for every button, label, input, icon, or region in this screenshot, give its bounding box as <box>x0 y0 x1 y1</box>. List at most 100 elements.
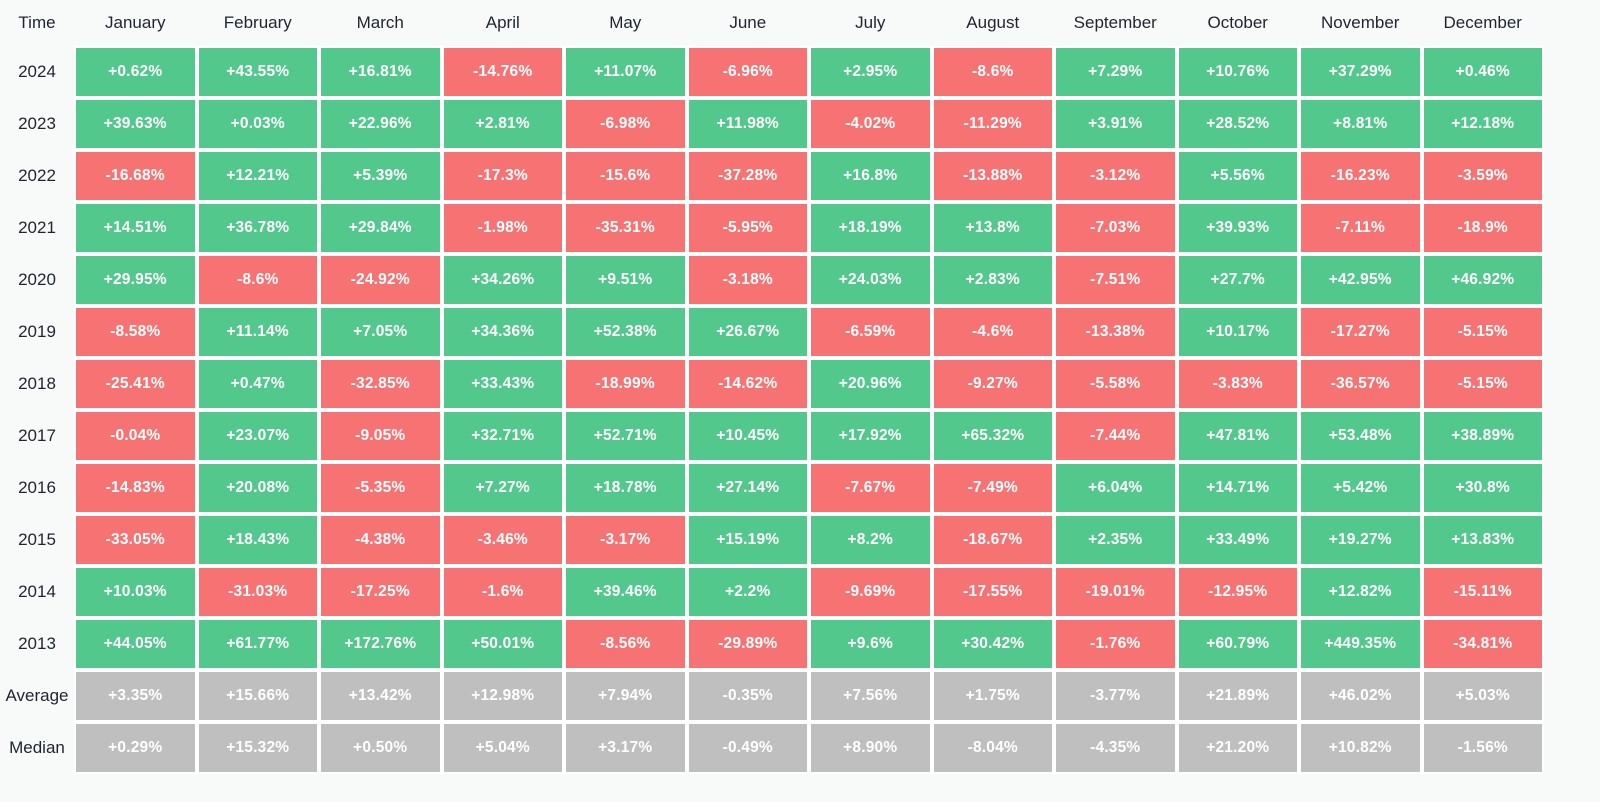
return-cell-2016-may: +18.78% <box>564 462 687 514</box>
month-header-november: November <box>1321 13 1400 32</box>
return-cell-2018-november: -36.57% <box>1299 358 1422 410</box>
return-cell-2024-january: +0.62% <box>74 46 197 98</box>
return-cell-2024-march: +16.81% <box>319 46 442 98</box>
month-header-march: March <box>356 13 404 32</box>
return-cell-2021-may: -35.31% <box>564 202 687 254</box>
row-label-2020: 2020 <box>18 270 56 289</box>
row-label-2022: 2022 <box>18 166 56 185</box>
return-cell-2020-august: +2.83% <box>931 254 1054 306</box>
return-cell-2015-march: -4.38% <box>319 514 442 566</box>
return-cell-2016-november: +5.42% <box>1299 462 1422 514</box>
return-cell-median-may: +3.17% <box>564 722 687 774</box>
return-cell-2019-april: +34.36% <box>441 306 564 358</box>
return-cell-2022-december: -3.59% <box>1421 150 1544 202</box>
return-cell-2022-may: -15.6% <box>564 150 687 202</box>
month-header-may: May <box>609 13 642 32</box>
return-cell-2014-april: -1.6% <box>441 566 564 618</box>
return-cell-2022-april: -17.3% <box>441 150 564 202</box>
return-cell-2015-november: +19.27% <box>1299 514 1422 566</box>
return-cell-2024-august: -8.6% <box>931 46 1054 98</box>
month-header-june: June <box>729 13 767 32</box>
return-cell-2022-june: -37.28% <box>686 150 809 202</box>
return-cell-average-october: +21.89% <box>1176 670 1299 722</box>
return-cell-2023-december: +12.18% <box>1421 98 1544 150</box>
return-cell-2016-january: -14.83% <box>74 462 197 514</box>
return-cell-2021-january: +14.51% <box>74 202 197 254</box>
month-header-january: January <box>105 13 166 32</box>
return-cell-2024-april: -14.76% <box>441 46 564 98</box>
return-cell-2017-january: -0.04% <box>74 410 197 462</box>
return-cell-median-august: -8.04% <box>931 722 1054 774</box>
return-cell-2023-april: +2.81% <box>441 98 564 150</box>
return-cell-2020-june: -3.18% <box>686 254 809 306</box>
return-cell-2017-august: +65.32% <box>931 410 1054 462</box>
return-cell-2020-january: +29.95% <box>74 254 197 306</box>
return-cell-2014-september: -19.01% <box>1054 566 1177 618</box>
return-cell-2017-november: +53.48% <box>1299 410 1422 462</box>
return-cell-2019-january: -8.58% <box>74 306 197 358</box>
return-cell-2021-september: -7.03% <box>1054 202 1177 254</box>
row-label-2023: 2023 <box>18 114 56 133</box>
return-cell-2017-february: +23.07% <box>196 410 319 462</box>
return-cell-2022-february: +12.21% <box>196 150 319 202</box>
return-cell-2013-june: -29.89% <box>686 618 809 670</box>
return-cell-2018-april: +33.43% <box>441 358 564 410</box>
return-cell-2018-january: -25.41% <box>74 358 197 410</box>
return-cell-2019-march: +7.05% <box>319 306 442 358</box>
return-cell-2015-august: -18.67% <box>931 514 1054 566</box>
return-cell-average-november: +46.02% <box>1299 670 1422 722</box>
row-label-2013: 2013 <box>18 634 56 653</box>
return-cell-2013-september: -1.76% <box>1054 618 1177 670</box>
row-label-2017: 2017 <box>18 426 56 445</box>
return-cell-2021-october: +39.93% <box>1176 202 1299 254</box>
return-cell-2014-august: -17.55% <box>931 566 1054 618</box>
row-label-median: Median <box>9 738 65 757</box>
return-cell-2019-october: +10.17% <box>1176 306 1299 358</box>
return-cell-2023-may: -6.98% <box>564 98 687 150</box>
month-header-september: September <box>1073 13 1157 32</box>
return-cell-average-august: +1.75% <box>931 670 1054 722</box>
return-cell-2019-november: -17.27% <box>1299 306 1422 358</box>
return-cell-2016-september: +6.04% <box>1054 462 1177 514</box>
month-header-december: December <box>1443 13 1522 32</box>
return-cell-average-march: +13.42% <box>319 670 442 722</box>
return-cell-2013-december: -34.81% <box>1421 618 1544 670</box>
row-label-2024: 2024 <box>18 62 56 81</box>
month-header-july: July <box>855 13 886 32</box>
month-header-august: August <box>966 13 1020 32</box>
return-cell-2022-september: -3.12% <box>1054 150 1177 202</box>
return-cell-median-july: +8.90% <box>809 722 932 774</box>
return-cell-2017-june: +10.45% <box>686 410 809 462</box>
return-cell-2016-june: +27.14% <box>686 462 809 514</box>
month-header-april: April <box>485 13 520 32</box>
month-header-october: October <box>1207 13 1268 32</box>
return-cell-2013-march: +172.76% <box>319 618 442 670</box>
return-cell-2017-october: +47.81% <box>1176 410 1299 462</box>
return-cell-2013-january: +44.05% <box>74 618 197 670</box>
return-cell-2020-april: +34.26% <box>441 254 564 306</box>
return-cell-average-july: +7.56% <box>809 670 932 722</box>
return-cell-2017-september: -7.44% <box>1054 410 1177 462</box>
return-cell-2024-june: -6.96% <box>686 46 809 98</box>
return-cell-2014-october: -12.95% <box>1176 566 1299 618</box>
return-cell-2014-december: -15.11% <box>1421 566 1544 618</box>
return-cell-2021-august: +13.8% <box>931 202 1054 254</box>
return-cell-2022-january: -16.68% <box>74 150 197 202</box>
return-cell-2020-july: +24.03% <box>809 254 932 306</box>
return-cell-2015-june: +15.19% <box>686 514 809 566</box>
return-cell-2018-august: -9.27% <box>931 358 1054 410</box>
return-cell-2018-october: -3.83% <box>1176 358 1299 410</box>
return-cell-2015-may: -3.17% <box>564 514 687 566</box>
return-cell-median-march: +0.50% <box>319 722 442 774</box>
return-cell-2023-august: -11.29% <box>931 98 1054 150</box>
return-cell-median-november: +10.82% <box>1299 722 1422 774</box>
return-cell-2024-november: +37.29% <box>1299 46 1422 98</box>
return-cell-2013-april: +50.01% <box>441 618 564 670</box>
monthly-performance-table: Time January February March April May June Jul… <box>5 13 1544 774</box>
return-cell-2024-july: +2.95% <box>809 46 932 98</box>
return-cell-median-december: -1.56% <box>1421 722 1544 774</box>
return-cell-median-april: +5.04% <box>441 722 564 774</box>
return-cell-average-may: +7.94% <box>564 670 687 722</box>
return-cell-2024-december: +0.46% <box>1421 46 1544 98</box>
return-cell-2020-december: +46.92% <box>1421 254 1544 306</box>
